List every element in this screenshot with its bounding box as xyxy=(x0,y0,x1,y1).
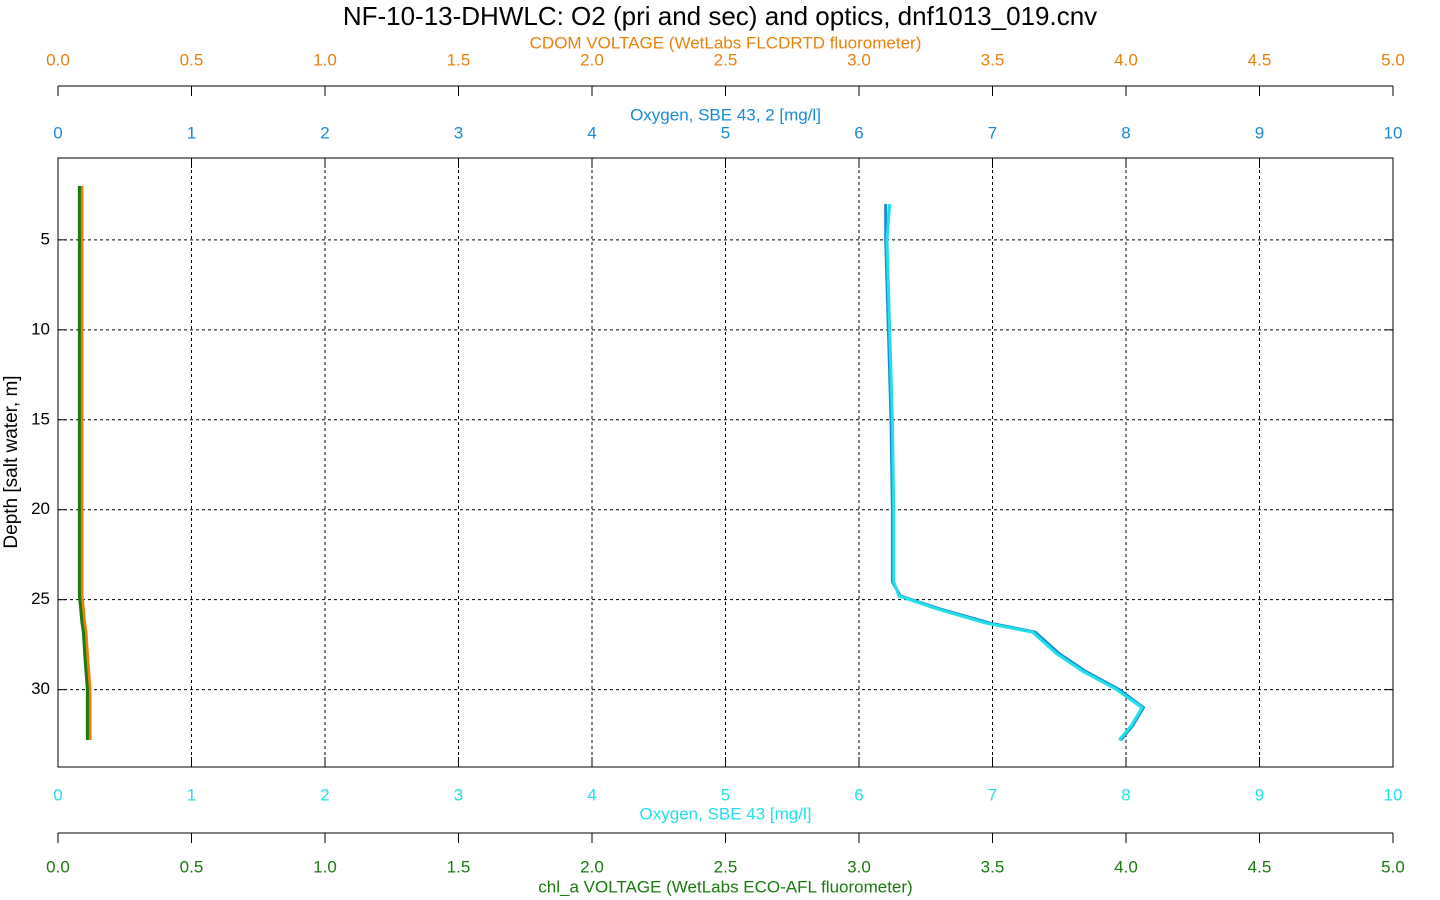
y-tick-label: 15 xyxy=(31,409,50,428)
x-tick-label: 7 xyxy=(988,123,997,142)
x-tick-label: 0.0 xyxy=(46,50,70,69)
x-tick-label: 2.0 xyxy=(580,857,604,876)
profile-line xyxy=(884,203,1146,741)
x-tick-label: 3.0 xyxy=(847,50,871,69)
chart-title: NF-10-13-DHWLC: O2 (pri and sec) and opt… xyxy=(343,1,1097,31)
x-tick-label: 8 xyxy=(1121,785,1130,804)
x-tick-label: 3.0 xyxy=(847,857,871,876)
x-tick-label: 0 xyxy=(53,123,62,142)
x-tick-label: 2.5 xyxy=(714,857,738,876)
x-tick-label: 10 xyxy=(1384,785,1403,804)
x-tick-label: 1 xyxy=(187,123,196,142)
x-axis-label: Oxygen, SBE 43 [mg/l] xyxy=(640,804,812,823)
x-tick-label: 8 xyxy=(1121,123,1130,142)
y-tick-label: 10 xyxy=(31,319,50,338)
x-tick-label: 4.0 xyxy=(1114,50,1138,69)
x-tick-label: 9 xyxy=(1255,785,1264,804)
x-tick-label: 4 xyxy=(587,123,596,142)
x-tick-label: 3 xyxy=(454,785,463,804)
profile-line xyxy=(80,185,92,740)
y-tick-label: 20 xyxy=(31,499,50,518)
x-tick-label: 6 xyxy=(854,785,863,804)
x-tick-label: 2 xyxy=(320,123,329,142)
x-tick-label: 1 xyxy=(187,785,196,804)
x-tick-label: 1.5 xyxy=(447,50,471,69)
y-tick-label: 5 xyxy=(41,229,50,248)
x-tick-label: 7 xyxy=(988,785,997,804)
x-tick-label: 5 xyxy=(721,123,730,142)
x-tick-label: 4.0 xyxy=(1114,857,1138,876)
x-tick-label: 3 xyxy=(454,123,463,142)
profile-line xyxy=(885,203,1144,741)
x-tick-label: 5 xyxy=(721,785,730,804)
y-tick-label: 30 xyxy=(31,679,50,698)
x-tick-label: 1.0 xyxy=(313,857,337,876)
x-tick-label: 0.5 xyxy=(180,857,204,876)
x-tick-label: 4.5 xyxy=(1248,50,1272,69)
x-tick-label: 2.5 xyxy=(714,50,738,69)
x-tick-label: 5.0 xyxy=(1381,857,1405,876)
x-tick-label: 0 xyxy=(53,785,62,804)
x-tick-label: 4 xyxy=(587,785,596,804)
x-tick-label: 3.5 xyxy=(981,50,1005,69)
x-tick-label: 3.5 xyxy=(981,857,1005,876)
x-tick-label: 0.5 xyxy=(180,50,204,69)
profile-line xyxy=(77,185,89,740)
x-axis-label: CDOM VOLTAGE (WetLabs FLCDRTD fluoromete… xyxy=(530,33,922,52)
x-tick-label: 5.0 xyxy=(1381,50,1405,69)
x-tick-label: 6 xyxy=(854,123,863,142)
x-axis-label: chl_a VOLTAGE (WetLabs ECO-AFL fluoromet… xyxy=(538,877,912,896)
x-tick-label: 9 xyxy=(1255,123,1264,142)
x-tick-label: 10 xyxy=(1384,123,1403,142)
x-tick-label: 4.5 xyxy=(1248,857,1272,876)
y-tick-label: 25 xyxy=(31,589,50,608)
x-tick-label: 2 xyxy=(320,785,329,804)
x-tick-label: 2.0 xyxy=(580,50,604,69)
x-tick-label: 0.0 xyxy=(46,857,70,876)
x-axis-label: Oxygen, SBE 43, 2 [mg/l] xyxy=(630,105,821,124)
y-axis-label: Depth [salt water, m] xyxy=(1,375,22,548)
x-tick-label: 1.5 xyxy=(447,857,471,876)
x-tick-label: 1.0 xyxy=(313,50,337,69)
